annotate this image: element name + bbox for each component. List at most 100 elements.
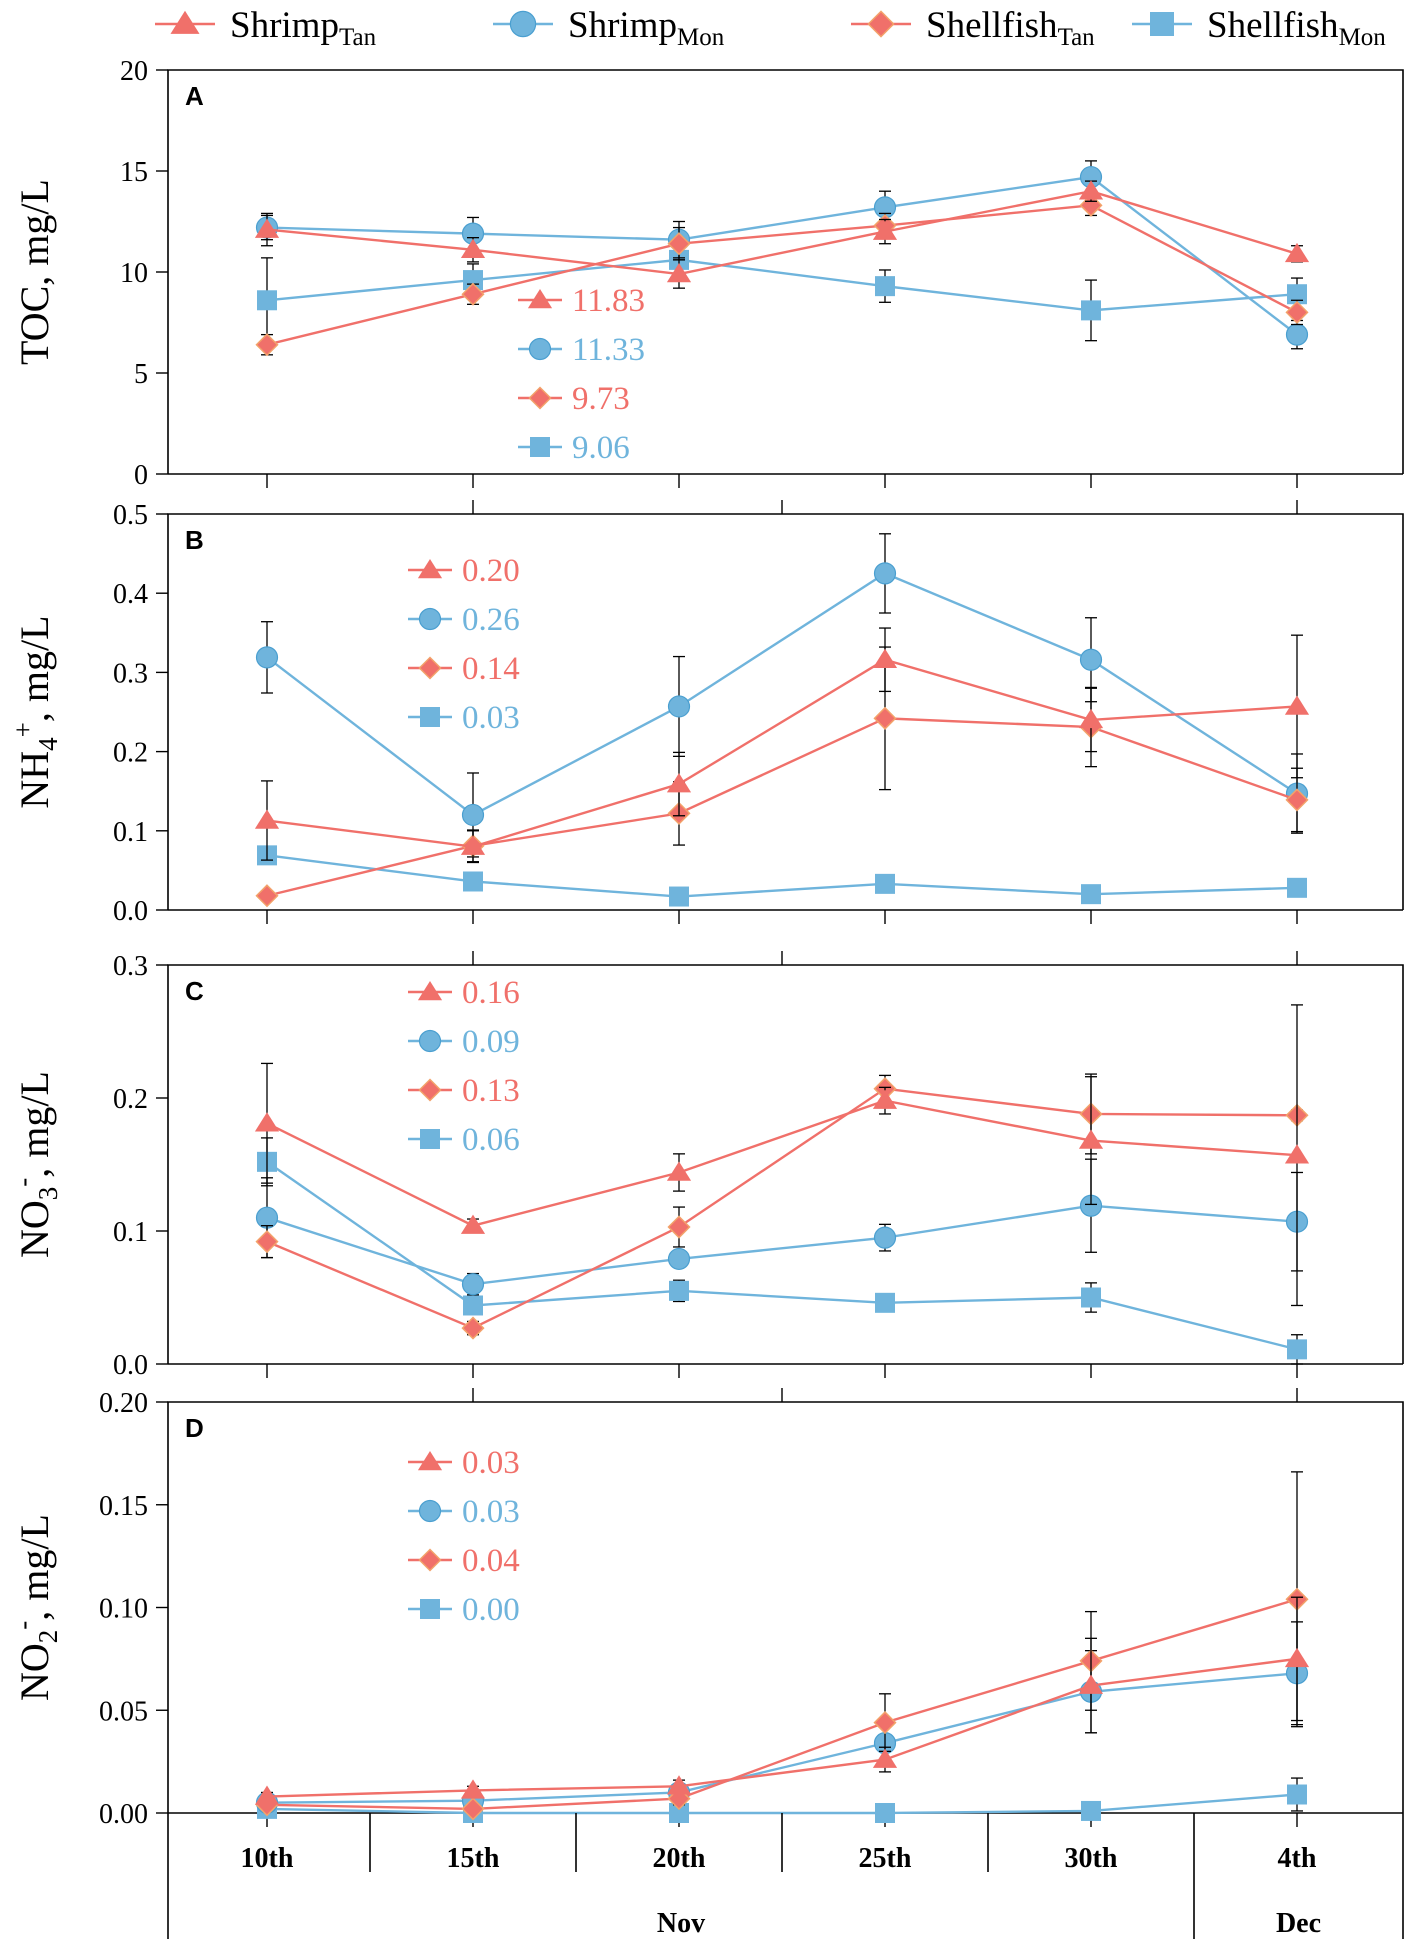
data-point bbox=[666, 773, 692, 793]
y-tick-label: 0.2 bbox=[113, 1084, 148, 1115]
mean-marker bbox=[420, 1129, 440, 1149]
mean-value: 0.04 bbox=[462, 1543, 520, 1579]
legend-label: ShellfishTan bbox=[926, 5, 1095, 51]
mean-annotation-shrimp-mon: 0.03 bbox=[408, 1494, 520, 1530]
data-point bbox=[255, 333, 279, 357]
series-line bbox=[266, 1087, 1298, 1330]
y-tick-label: 15 bbox=[120, 157, 148, 188]
panel-d: 0.00 0.05 0.10 0.15 0.20 D NO2-, mg/L 0.03 0.03 0… bbox=[8, 1388, 1404, 1830]
panel-letter: D bbox=[185, 1413, 204, 1443]
plot-frame bbox=[167, 1401, 1404, 1813]
mean-marker bbox=[528, 386, 552, 410]
panel-c: 0.0 0.1 0.2 0.3 C NO3-, mg/L 0.16 0.09 0.13 0.06 bbox=[8, 951, 1404, 1381]
mean-marker bbox=[418, 656, 442, 680]
data-point bbox=[1287, 1784, 1307, 1805]
series-shellfish-mon bbox=[257, 845, 1307, 907]
mean-marker bbox=[527, 289, 553, 309]
data-point bbox=[1078, 708, 1104, 729]
mean-marker bbox=[420, 707, 440, 727]
mean-value: 0.09 bbox=[462, 1024, 520, 1060]
data-point bbox=[254, 1785, 280, 1805]
data-point bbox=[872, 648, 898, 668]
y-tick-label: 0.3 bbox=[113, 951, 148, 982]
mean-marker bbox=[418, 1548, 442, 1572]
panel-letter: A bbox=[185, 81, 204, 111]
series-shrimp-mon bbox=[255, 160, 1309, 350]
data-point bbox=[1287, 877, 1307, 898]
series-shrimp-tan bbox=[254, 180, 1310, 289]
y-tick-label: 0.5 bbox=[113, 500, 148, 531]
data-point bbox=[667, 232, 691, 256]
series-line bbox=[266, 1793, 1298, 1815]
mean-annotation-shrimp-tan: 0.03 bbox=[408, 1445, 520, 1481]
mean-annotation-shellfish-tan: 9.73 bbox=[518, 381, 630, 417]
data-point bbox=[461, 1273, 485, 1296]
series-shrimp-tan bbox=[254, 627, 1310, 864]
series-line bbox=[266, 1204, 1298, 1286]
data-point bbox=[460, 238, 486, 259]
mean-annotation-shellfish-mon: 9.06 bbox=[518, 430, 630, 466]
mean-value: 0.03 bbox=[462, 700, 520, 736]
data-point bbox=[872, 1089, 898, 1109]
mean-value: 0.20 bbox=[462, 553, 520, 589]
y-tick-label: 0.1 bbox=[113, 817, 148, 848]
data-point bbox=[255, 1230, 279, 1254]
y-tick-label: 0.0 bbox=[113, 1350, 148, 1381]
series-shellfish-mon bbox=[257, 1137, 1307, 1365]
panel-a: 0 5 10 15 20 A TOC, mg/L 11.83 11.33 9.73 9.06 bbox=[12, 56, 1404, 491]
y-axis-label: NH4+, mg/L bbox=[8, 615, 63, 808]
data-point bbox=[873, 706, 897, 730]
series-line bbox=[266, 572, 1298, 817]
data-point bbox=[1081, 300, 1101, 321]
mean-annotation-shrimp-tan: 0.16 bbox=[408, 975, 520, 1011]
mean-marker bbox=[418, 1078, 442, 1102]
panel-letter: B bbox=[185, 525, 204, 555]
data-point bbox=[1285, 323, 1309, 346]
x-tick-label: 10th bbox=[241, 1843, 294, 1874]
data-point bbox=[254, 218, 280, 238]
y-axis-label: NO3-, mg/L bbox=[8, 1071, 63, 1258]
data-point bbox=[461, 1797, 485, 1821]
y-tick-label: 10 bbox=[120, 258, 148, 289]
y-tick-label: 0.00 bbox=[99, 1799, 148, 1830]
data-point bbox=[1078, 180, 1104, 200]
data-point bbox=[257, 290, 277, 311]
data-point bbox=[254, 1112, 280, 1132]
mean-value: 11.83 bbox=[572, 283, 645, 319]
data-point bbox=[460, 1214, 486, 1234]
mean-annotation-shellfish-mon: 0.03 bbox=[408, 700, 520, 736]
data-point bbox=[875, 1292, 895, 1313]
y-axis-label: NO2-, mg/L bbox=[8, 1514, 63, 1701]
data-point bbox=[255, 646, 279, 669]
data-point bbox=[1287, 284, 1307, 305]
data-point bbox=[1079, 193, 1103, 217]
data-point bbox=[1284, 695, 1310, 715]
series-line bbox=[266, 1598, 1298, 1811]
y-tick-label: 20 bbox=[120, 56, 148, 87]
data-point bbox=[461, 803, 485, 827]
plot-frame bbox=[167, 964, 1404, 1364]
legend-entry-3: ShellfishTan bbox=[851, 5, 1095, 51]
mean-annotation-shellfish-mon: 0.06 bbox=[408, 1122, 520, 1158]
mean-marker bbox=[528, 337, 552, 361]
legend-entry-2: ShrimpMon bbox=[493, 5, 725, 51]
y-axis-label: TOC, mg/L bbox=[12, 179, 57, 365]
data-point bbox=[463, 871, 483, 892]
series-line bbox=[266, 717, 1298, 897]
mean-marker bbox=[418, 1499, 442, 1523]
data-point bbox=[669, 1280, 689, 1301]
y-tick-label: 0.4 bbox=[113, 579, 148, 610]
data-point bbox=[1078, 1129, 1104, 1149]
series-shellfish-tan bbox=[255, 1073, 1309, 1340]
mean-annotation-shellfish-mon: 0.00 bbox=[408, 1592, 520, 1628]
data-point bbox=[666, 1775, 692, 1795]
data-point bbox=[666, 263, 692, 283]
series-line bbox=[266, 1099, 1298, 1227]
x-category-table: 10th 15th 20th 25th 30th 4th Nov Dec bbox=[167, 1813, 1404, 1939]
data-point bbox=[463, 270, 483, 291]
mean-value: 11.33 bbox=[572, 332, 645, 368]
mean-value: 0.06 bbox=[462, 1122, 520, 1158]
mean-marker bbox=[418, 1029, 442, 1053]
data-point bbox=[254, 809, 280, 829]
y-tick-label: 0.2 bbox=[113, 738, 148, 769]
